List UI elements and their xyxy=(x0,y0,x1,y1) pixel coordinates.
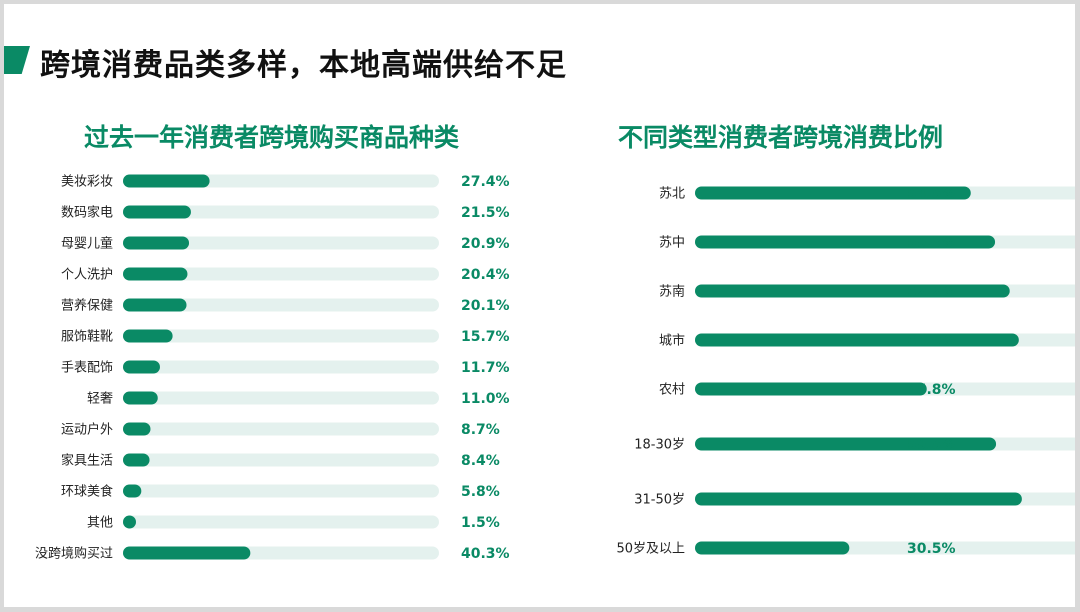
bar xyxy=(123,267,188,281)
bar xyxy=(123,546,251,560)
data-label: 54.5% xyxy=(907,186,956,202)
category-label: 苏中 xyxy=(659,235,685,251)
category-label: 苏南 xyxy=(659,284,685,300)
category-label: 家具生活 xyxy=(61,453,113,469)
data-label: 45.8% xyxy=(907,382,956,398)
data-label: 1.5% xyxy=(461,515,500,531)
category-label: 城市 xyxy=(659,333,685,349)
bar xyxy=(123,422,151,436)
data-label: 40.3% xyxy=(461,546,510,562)
data-label: 8.4% xyxy=(461,453,500,469)
right-chart-title: 不同类型消费者跨境消费比例 xyxy=(618,123,944,152)
bar xyxy=(123,329,173,343)
data-label: 62.2% xyxy=(907,284,956,300)
bar-track xyxy=(123,360,439,374)
category-label: 农村 xyxy=(659,383,685,398)
data-label: 27.4% xyxy=(461,174,510,190)
bar xyxy=(123,515,136,529)
bar xyxy=(695,186,971,200)
bar xyxy=(695,541,850,555)
bar-track xyxy=(123,329,439,343)
data-label: 64.0% xyxy=(907,333,956,349)
bar-track xyxy=(123,267,439,281)
category-label: 18-30岁 xyxy=(634,438,685,453)
bar xyxy=(123,484,142,498)
data-label: 59.5% xyxy=(907,437,956,453)
bar-track xyxy=(123,422,439,436)
data-label: 30.5% xyxy=(907,541,956,557)
category-label: 31-50岁 xyxy=(634,493,685,508)
page-title: 跨境消费品类多样，本地高端供给不足 xyxy=(40,48,567,83)
bar-track xyxy=(123,298,439,312)
data-label: 8.7% xyxy=(461,422,500,438)
category-label: 数码家电 xyxy=(61,205,113,221)
category-label: 50岁及以上 xyxy=(616,542,685,557)
category-label: 营养保健 xyxy=(61,298,113,314)
category-label: 服饰鞋靴 xyxy=(61,329,113,345)
bar xyxy=(695,333,1019,347)
bar xyxy=(695,492,1022,506)
consumer-type-bar-chart: 苏北 54.5% 苏中 59.3% 苏南 62.2% 城市 64.0% 农村 45.8% 18-30… xyxy=(616,186,1075,557)
data-label: 20.9% xyxy=(461,236,510,252)
data-label: 21.5% xyxy=(461,205,510,221)
data-label: 20.1% xyxy=(461,298,510,314)
bar-track xyxy=(123,205,439,219)
bar xyxy=(695,284,1010,298)
category-label: 苏北 xyxy=(659,186,685,202)
bar xyxy=(123,298,187,312)
category-label: 手表配饰 xyxy=(61,361,113,376)
category-label: 环球美食 xyxy=(61,484,113,500)
category-label: 运动户外 xyxy=(61,422,113,438)
data-label: 59.3% xyxy=(907,235,956,251)
bar xyxy=(123,174,210,188)
data-label: 20.4% xyxy=(461,267,510,283)
category-label: 没跨境购买过 xyxy=(35,546,113,562)
category-label: 母婴儿童 xyxy=(61,236,113,252)
bar xyxy=(123,236,190,250)
bar xyxy=(123,453,150,467)
bar-track xyxy=(123,391,439,405)
bar-track xyxy=(123,236,439,250)
data-label: 11.0% xyxy=(461,391,510,407)
data-label: 15.7% xyxy=(461,329,510,345)
data-label: 64.6% xyxy=(907,492,956,508)
category-label: 美妆彩妆 xyxy=(61,175,113,190)
category-label: 轻奢 xyxy=(87,392,113,407)
slide: 跨境消费品类多样，本地高端供给不足 过去一年消费者跨境购买商品种类 不同类型消费… xyxy=(4,4,1075,607)
bar-track xyxy=(123,484,439,498)
product-category-bar-chart: 美妆彩妆 27.4% 数码家电 21.5% 母婴儿童 20.9% 个人洗护 20.4% 营养保健… xyxy=(35,174,510,562)
category-label: 个人洗护 xyxy=(61,268,113,283)
bar xyxy=(123,360,160,374)
bar xyxy=(123,205,191,219)
bar-track xyxy=(123,515,439,529)
bar-track xyxy=(123,453,439,467)
bar xyxy=(695,382,927,396)
data-label: 11.7% xyxy=(461,360,510,376)
category-label: 其他 xyxy=(87,516,113,531)
left-chart-title: 过去一年消费者跨境购买商品种类 xyxy=(84,123,460,152)
bar xyxy=(695,235,996,249)
bar xyxy=(123,391,158,405)
bar xyxy=(695,437,997,451)
data-label: 5.8% xyxy=(461,484,500,500)
